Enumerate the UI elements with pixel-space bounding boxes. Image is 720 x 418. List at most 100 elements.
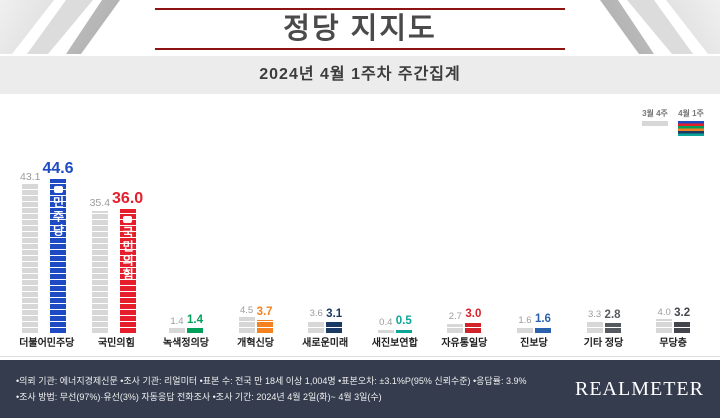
previous-week-bar	[91, 210, 108, 333]
party-label: 진보당	[520, 338, 548, 349]
bar-pair: 4.0 3.2	[656, 306, 691, 333]
current-week-column: 3.0	[465, 308, 482, 333]
value-label: 4.5	[239, 304, 254, 316]
bar-pair: 3.3 2.8	[586, 308, 621, 333]
previous-week-bar	[447, 323, 464, 333]
previous-week-column: 35.4	[90, 198, 110, 333]
previous-week-bar	[168, 328, 185, 333]
value-label: 3.1	[326, 307, 343, 320]
previous-week-bar	[308, 320, 325, 333]
previous-week-bar	[656, 319, 673, 333]
value-label: 44.6	[42, 160, 74, 178]
current-week-bar	[186, 328, 203, 333]
bar-group: 4.5 3.7 개혁신당	[221, 306, 291, 350]
bar-group: 3.3 2.8 기타 정당	[569, 308, 639, 350]
value-label: 3.7	[256, 305, 273, 318]
value-label: 1.6	[518, 314, 532, 326]
legend-label: 3월 4주	[642, 109, 668, 118]
bar-group: 2.7 3.0 자유통일당	[430, 309, 500, 350]
current-week-column: 36.0 국민의힘	[112, 189, 144, 333]
bar-pair: 0.4 0.5	[377, 315, 412, 333]
party-label: 새로운미래	[302, 338, 349, 349]
realmeter-logo: REALMETER	[575, 377, 704, 400]
subtitle: 2024년 4월 1주차 주간집계	[259, 66, 461, 83]
header-rule-bottom	[155, 48, 565, 50]
current-week-bar: 국민의힘	[119, 208, 136, 333]
party-symbol	[123, 215, 133, 223]
previous-week-bar	[22, 184, 39, 333]
previous-week-column: 2.7	[447, 311, 464, 333]
previous-week-column: 1.6	[516, 314, 533, 333]
legend-item-current-week: 4월 1주	[678, 108, 704, 136]
previous-week-column: 1.4	[168, 315, 185, 333]
subtitle-band: 2024년 4월 1주차 주간집계	[0, 56, 720, 94]
current-week-column: 1.6	[534, 312, 551, 333]
party-label: 기타 정당	[583, 338, 624, 349]
value-label: 36.0	[112, 189, 144, 207]
current-week-bar	[534, 327, 551, 333]
survey-notes: •의뢰 기관: 에너지경제신문 •조사 기관: 리얼미터 •표본 수: 전국 만…	[16, 373, 526, 405]
previous-week-column: 3.3	[586, 309, 603, 333]
party-symbol	[53, 186, 63, 194]
party-label: 더불어민주당	[19, 338, 75, 349]
value-label: 3.0	[465, 308, 482, 321]
current-week-column: 3.2	[674, 308, 691, 333]
bar-pair: 35.4 36.0 국민의힘	[90, 189, 144, 333]
bar-inner-label: 국민의힘	[120, 225, 135, 282]
previous-week-column: 0.4	[377, 317, 394, 333]
value-label: 35.4	[89, 197, 111, 210]
value-label: 1.4	[186, 313, 203, 326]
current-week-column: 3.1	[326, 307, 343, 333]
previous-week-bar	[238, 317, 255, 333]
legend: 3월 4주 4월 1주	[642, 108, 704, 136]
bar-pair: 3.6 3.1	[308, 307, 343, 333]
page-title: 정당 지지도	[283, 13, 437, 45]
bar-pair: 1.4 1.4	[168, 313, 203, 333]
current-week-column: 44.6 민주당	[42, 160, 74, 333]
value-label: 3.6	[309, 308, 323, 320]
legend-current-swatch	[678, 121, 704, 136]
legend-label: 4월 1주	[678, 109, 704, 118]
value-label: 3.3	[587, 309, 602, 321]
legend-previous-swatch	[642, 121, 668, 126]
value-label: 1.6	[534, 312, 551, 325]
legend-item-previous-week: 3월 4주	[642, 108, 668, 126]
footer: •의뢰 기관: 에너지경제신문 •조사 기관: 리얼미터 •표본 수: 전국 만…	[0, 360, 720, 418]
previous-week-column: 4.5	[238, 304, 255, 333]
bar-group: 0.4 0.5 새진보연합	[360, 315, 430, 350]
bar-group: 1.4 1.4 녹색정의당	[151, 313, 221, 350]
previous-week-column: 4.0	[656, 306, 673, 333]
current-week-bar	[465, 322, 482, 333]
previous-week-bar	[516, 327, 533, 333]
previous-week-column: 3.6	[308, 308, 325, 333]
value-label: 0.5	[395, 315, 412, 327]
party-label: 녹색정의당	[162, 338, 209, 349]
bar-group: 3.6 3.1 새로운미래	[290, 307, 360, 350]
party-label: 개혁신당	[237, 338, 274, 349]
bar-group: 35.4 36.0 국민의힘 국민의힘	[82, 189, 152, 350]
bar-pair: 43.1 44.6 민주당	[20, 161, 74, 333]
survey-note-line1: •의뢰 기관: 에너지경제신문 •조사 기관: 리얼미터 •표본 수: 전국 만…	[16, 375, 527, 386]
party-label: 무당층	[659, 338, 687, 349]
bar-pair: 2.7 3.0	[447, 308, 482, 333]
current-week-bar	[326, 322, 343, 333]
party-label: 국민의힘	[97, 338, 135, 349]
value-label: 0.4	[379, 317, 393, 328]
current-week-column: 1.4	[186, 313, 203, 333]
header: 정당 지지도	[0, 0, 720, 56]
current-week-column: 2.8	[604, 308, 621, 333]
value-label: 4.0	[657, 306, 671, 318]
current-week-bar: 민주당	[50, 179, 66, 333]
bar-inner-label: 민주당	[51, 196, 65, 239]
corner-decoration-left	[0, 0, 150, 54]
party-label: 자유통일당	[441, 338, 488, 349]
bar-pair: 1.6 1.6	[516, 312, 551, 333]
value-label: 43.1	[20, 170, 41, 183]
current-week-bar	[395, 329, 412, 333]
current-week-column: 0.5	[395, 315, 412, 333]
value-label: 2.8	[604, 308, 621, 321]
value-label: 2.7	[448, 311, 462, 323]
value-label: 1.4	[170, 315, 184, 327]
